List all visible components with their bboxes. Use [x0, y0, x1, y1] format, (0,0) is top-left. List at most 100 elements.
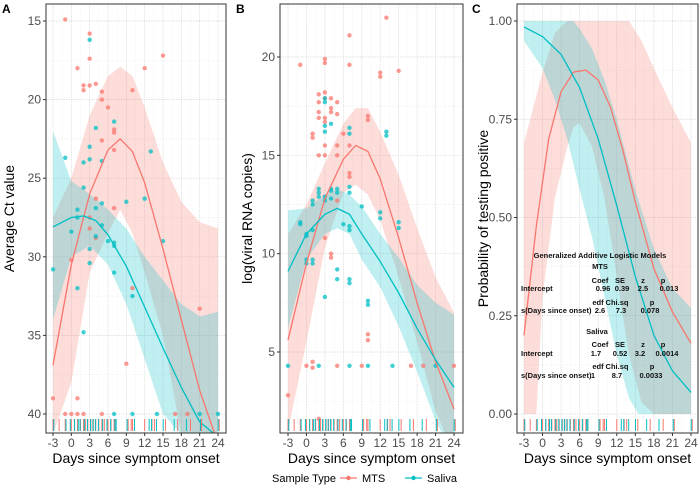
- data-point-saliva: [87, 246, 92, 252]
- data-point-saliva: [81, 330, 86, 335]
- annotation-text: Coef: [592, 276, 609, 285]
- data-point-mts: [322, 143, 328, 148]
- annotation-text: p: [661, 276, 666, 285]
- data-point-mts: [99, 411, 105, 417]
- annotation-text: 0.52: [613, 349, 628, 358]
- plot-border: [516, 3, 699, 434]
- data-point-mts: [322, 56, 328, 62]
- x-tick-label: 18: [410, 436, 424, 450]
- x-tick-label: 3: [558, 436, 565, 450]
- data-point-saliva: [341, 221, 346, 227]
- y-tick-label: 15: [28, 14, 42, 28]
- data-point-mts: [298, 62, 303, 68]
- data-point-saliva: [93, 125, 98, 131]
- x-tick-label: 6: [576, 436, 583, 450]
- data-point-saliva: [396, 220, 401, 225]
- annotation-text: Chi.sq: [606, 298, 629, 307]
- data-point-mts: [111, 147, 117, 153]
- data-point-saliva: [81, 185, 86, 190]
- data-point-saliva: [334, 277, 340, 282]
- data-point-mts: [316, 153, 321, 158]
- data-point-saliva: [384, 129, 389, 134]
- y-tick-label: 0.75: [489, 112, 513, 126]
- data-point-mts: [185, 411, 190, 417]
- data-point-mts: [111, 130, 117, 135]
- x-tick-label: 0: [303, 436, 310, 450]
- data-point-saliva: [347, 223, 352, 229]
- annotation-text: SE: [615, 276, 625, 285]
- y-tick-label: 20: [28, 93, 42, 107]
- x-tick-label: 24: [447, 436, 461, 450]
- data-point-saliva: [310, 198, 315, 203]
- x-tick-label: 15: [392, 436, 406, 450]
- x-tick-label: 15: [156, 436, 170, 450]
- annotation-text: s(Days since onset): [521, 371, 592, 380]
- annotation-text: 0.078: [641, 306, 660, 315]
- annotation-text: Coef: [592, 340, 609, 349]
- data-point-saliva: [154, 411, 160, 417]
- data-point-saliva: [347, 190, 352, 195]
- annotation-text: Generalized Additive Logistic Models: [534, 251, 667, 260]
- data-point-mts: [197, 306, 202, 311]
- data-point-mts: [316, 115, 321, 121]
- annotation-text: 1: [591, 371, 595, 380]
- y-tick-label: 10: [262, 247, 276, 261]
- annotation-text: 1.7: [591, 349, 601, 358]
- x-tick-label: 3: [322, 436, 329, 450]
- data-point-mts: [378, 70, 383, 75]
- data-point-saliva: [111, 119, 117, 124]
- data-point-saliva: [365, 298, 371, 304]
- y-axis-title: Probability of testing positive: [475, 130, 491, 308]
- y-tick-label: 30: [28, 250, 42, 264]
- data-point-mts: [310, 359, 315, 365]
- data-point-mts: [328, 251, 334, 256]
- data-point-saliva: [130, 411, 135, 417]
- data-point-mts: [75, 396, 80, 401]
- data-point-mts: [322, 153, 328, 158]
- data-point-saliva: [334, 267, 340, 272]
- data-point-saliva: [347, 363, 352, 368]
- fit-line-saliva: [52, 215, 215, 433]
- data-point-saliva: [322, 96, 328, 101]
- annotation-text: z: [641, 340, 645, 349]
- data-point-mts: [105, 105, 111, 110]
- x-tick-label: -3: [48, 436, 59, 450]
- data-point-saliva: [75, 286, 80, 291]
- x-tick-label: 12: [138, 436, 152, 450]
- data-point-saliva: [215, 411, 221, 417]
- data-point-saliva: [334, 186, 340, 191]
- data-point-mts: [310, 131, 315, 136]
- plot-area: [46, 4, 226, 433]
- annotation-text: 2.6: [595, 306, 605, 315]
- x-tick-label: 21: [429, 436, 443, 450]
- data-point-mts: [322, 60, 328, 66]
- data-point-saliva: [365, 302, 371, 307]
- x-axis-title: Days since symptom onset: [288, 450, 455, 466]
- annotation-text: p: [650, 298, 655, 307]
- x-tick-label: 0: [68, 436, 75, 450]
- data-point-mts: [99, 89, 105, 94]
- data-point-mts: [328, 105, 334, 111]
- plot-border: [279, 3, 464, 434]
- y-tick-label: 15: [262, 148, 276, 162]
- data-point-saliva: [396, 225, 401, 231]
- x-tick-label: 18: [647, 436, 661, 450]
- x-tick-label: 18: [175, 436, 189, 450]
- panel-C: -3 0 3 6 9 12 15 18 21 24 0.00 0.25 0.50 0.75 1.00 Days…: [472, 2, 699, 466]
- data-point-saliva: [75, 207, 80, 212]
- x-tick-label: 12: [374, 436, 388, 450]
- legend-key-point-mts: [346, 475, 351, 481]
- y-tick-label: 20: [262, 50, 276, 64]
- y-tick-label: 0.25: [489, 309, 513, 323]
- data-point-mts: [334, 363, 340, 368]
- annotation-text: 3.2: [635, 349, 645, 358]
- legend-title: Sample Type: [272, 473, 336, 485]
- panel-label: B: [236, 2, 245, 16]
- data-point-mts: [130, 87, 135, 93]
- data-point-mts: [316, 100, 321, 105]
- x-tick-label: 24: [684, 436, 698, 450]
- data-point-mts: [130, 286, 135, 291]
- annotation-text: edf: [592, 298, 604, 307]
- data-point-mts: [451, 363, 457, 368]
- data-point-saliva: [347, 184, 352, 189]
